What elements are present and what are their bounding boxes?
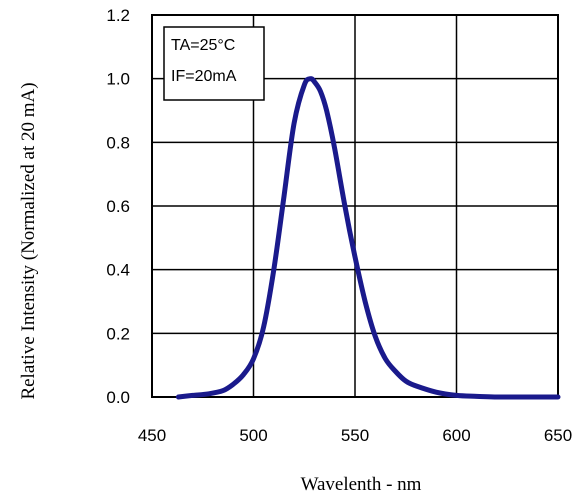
x-axis-title: Wavelenth - nm (301, 474, 422, 495)
series-line (175, 76, 561, 400)
grid-lines (152, 15, 558, 397)
y-tick-label: 0.6 (106, 197, 130, 216)
x-tick-label: 550 (341, 426, 369, 445)
y-tick-label: 1.2 (106, 6, 130, 25)
tick-labels: 450 500 550 600 650 0.0 0.2 0.4 0.6 0.8 1.0 1.2 (106, 6, 572, 445)
conditions-box: TA=25°C IF=20mA (163, 26, 265, 101)
y-tick-label: 0.8 (106, 133, 130, 152)
y-tick-label: 1.0 (106, 70, 130, 89)
x-tick-label: 650 (544, 426, 572, 445)
y-axis-title: Relative Intensity (Normalized at 20 mA) (18, 82, 39, 399)
annotation-current: IF=20mA (171, 68, 237, 85)
y-tick-label: 0.2 (106, 324, 130, 343)
x-tick-label: 450 (138, 426, 166, 445)
plot-frame (151, 14, 559, 398)
y-tick-label: 0.4 (106, 261, 130, 280)
y-tick-label: 0.0 (106, 388, 130, 407)
conditions-box-frame (163, 26, 265, 101)
x-tick-label: 600 (442, 426, 470, 445)
x-tick-label: 500 (239, 426, 267, 445)
annotation-temperature: TA=25°C (171, 37, 235, 54)
